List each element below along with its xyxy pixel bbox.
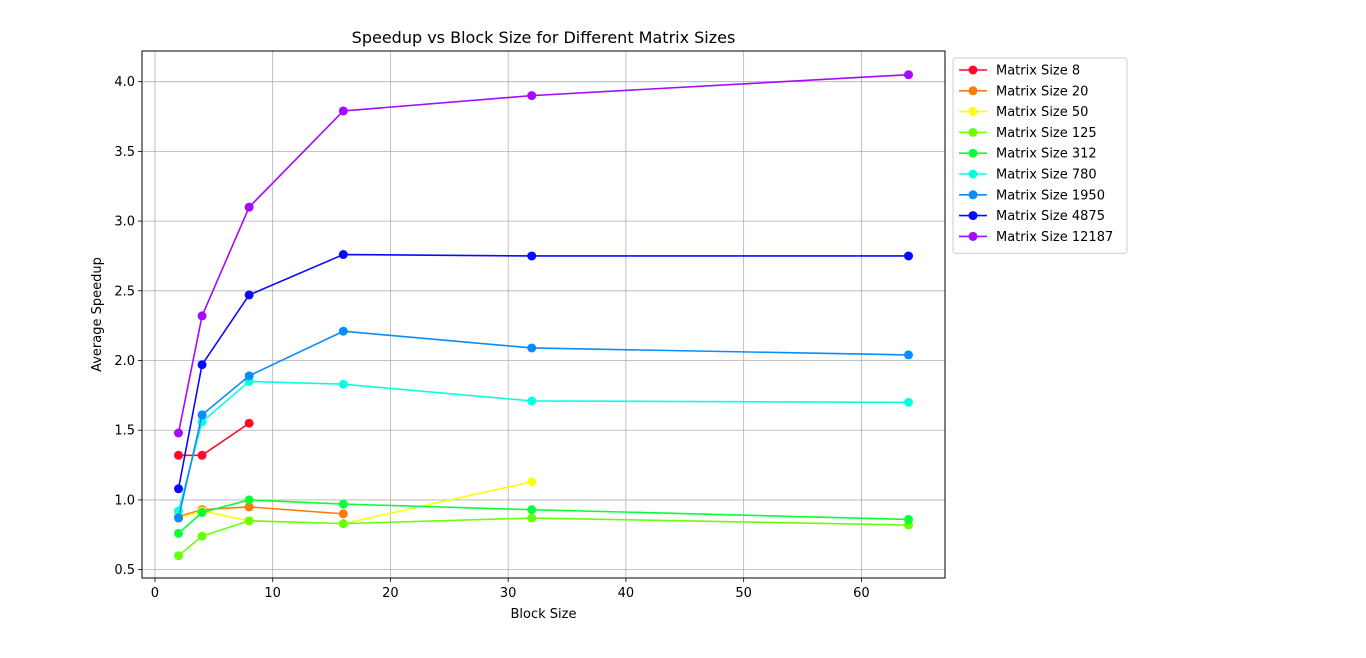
- data-point: [338, 379, 348, 389]
- legend-marker: [968, 169, 978, 179]
- legend-marker: [968, 65, 978, 75]
- data-point: [338, 509, 348, 519]
- data-point: [527, 396, 537, 406]
- data-point: [904, 397, 913, 407]
- series-line: [177, 253, 909, 489]
- data-point: [244, 202, 254, 212]
- data-point: [174, 528, 183, 538]
- y-tick-label: 2.5: [114, 284, 135, 299]
- data-point: [338, 250, 348, 260]
- legend-marker: [968, 190, 978, 200]
- x-axis: 0 10 20 30 40 50 60: [151, 578, 870, 601]
- series: [174, 250, 913, 494]
- y-tick-label: 0.5: [114, 563, 135, 578]
- data-point: [527, 251, 537, 261]
- y-axis: 0.5 1.0 1.5 2.0 2.5 3.0 3.5 4.0: [114, 75, 142, 578]
- series: [174, 495, 913, 538]
- x-tick-label: 60: [853, 586, 870, 601]
- data-point: [244, 495, 254, 505]
- series-line: [177, 330, 909, 519]
- legend-label: Matrix Size 125: [996, 126, 1097, 141]
- data-point: [244, 516, 254, 526]
- data-point: [338, 499, 348, 509]
- y-tick-label: 1.5: [114, 424, 135, 439]
- series: [174, 513, 913, 561]
- y-tick-label: 3.0: [114, 215, 135, 230]
- x-tick-label: 20: [382, 586, 399, 601]
- legend-label: Matrix Size 12187: [996, 230, 1113, 245]
- y-tick-label: 1.0: [114, 493, 135, 508]
- x-tick-label: 0: [151, 586, 159, 601]
- data-point: [527, 505, 537, 515]
- plot-frame: [141, 50, 946, 579]
- legend-marker: [968, 107, 978, 117]
- data-point: [338, 326, 348, 336]
- series-layer: [174, 70, 913, 561]
- legend-marker: [968, 127, 978, 137]
- data-point: [904, 350, 913, 360]
- legend: Matrix Size 8 Matrix Size 20 Matrix Size 5…: [952, 57, 1128, 254]
- data-point: [244, 371, 254, 381]
- data-point: [244, 290, 254, 300]
- data-point: [338, 519, 348, 529]
- data-point: [197, 410, 207, 420]
- series: [174, 70, 913, 438]
- chart-title: Speedup vs Block Size for Different Matr…: [352, 28, 736, 47]
- legend-label: Matrix Size 4875: [996, 209, 1105, 224]
- legend-marker: [968, 231, 978, 241]
- x-tick-label: 30: [500, 586, 517, 601]
- data-point: [197, 450, 207, 460]
- data-point: [174, 450, 183, 460]
- legend-label: Matrix Size 8: [996, 64, 1080, 79]
- data-point: [197, 531, 207, 541]
- legend-label: Matrix Size 1950: [996, 188, 1105, 203]
- data-point: [527, 343, 537, 353]
- series: [174, 418, 254, 460]
- y-tick-label: 2.0: [114, 354, 135, 369]
- data-point: [527, 91, 537, 101]
- y-axis-title: Average Speedup: [90, 257, 105, 372]
- series-line: [178, 506, 344, 518]
- data-point: [904, 514, 913, 524]
- y-tick-label: 4.0: [114, 75, 135, 90]
- data-point: [527, 477, 537, 487]
- grid: [142, 51, 945, 578]
- data-point: [197, 311, 207, 321]
- data-point: [174, 551, 183, 561]
- series-line: [177, 499, 909, 534]
- series-line: [177, 517, 909, 557]
- x-axis-title: Block Size: [511, 607, 577, 622]
- legend-label: Matrix Size 20: [996, 84, 1088, 99]
- data-point: [244, 418, 254, 428]
- legend-marker: [968, 148, 978, 158]
- legend-label: Matrix Size 312: [996, 147, 1097, 162]
- data-point: [197, 507, 207, 517]
- legend-box: [952, 57, 1128, 254]
- data-point: [244, 502, 254, 512]
- data-point: [338, 106, 348, 116]
- data-point: [197, 360, 207, 370]
- data-point: [174, 428, 183, 438]
- x-tick-label: 50: [735, 586, 752, 601]
- data-point: [904, 70, 913, 80]
- legend-label: Matrix Size 50: [996, 105, 1088, 120]
- data-point: [904, 251, 913, 261]
- legend-marker: [968, 211, 978, 221]
- legend-marker: [968, 86, 978, 96]
- series-line: [177, 380, 909, 512]
- legend-label: Matrix Size 780: [996, 168, 1097, 183]
- data-point: [174, 513, 183, 523]
- x-tick-label: 10: [264, 586, 281, 601]
- x-tick-label: 40: [618, 586, 635, 601]
- data-point: [174, 484, 183, 494]
- series-line: [177, 73, 909, 434]
- data-point: [527, 513, 537, 523]
- series: [174, 326, 913, 523]
- y-tick-label: 3.5: [114, 145, 135, 160]
